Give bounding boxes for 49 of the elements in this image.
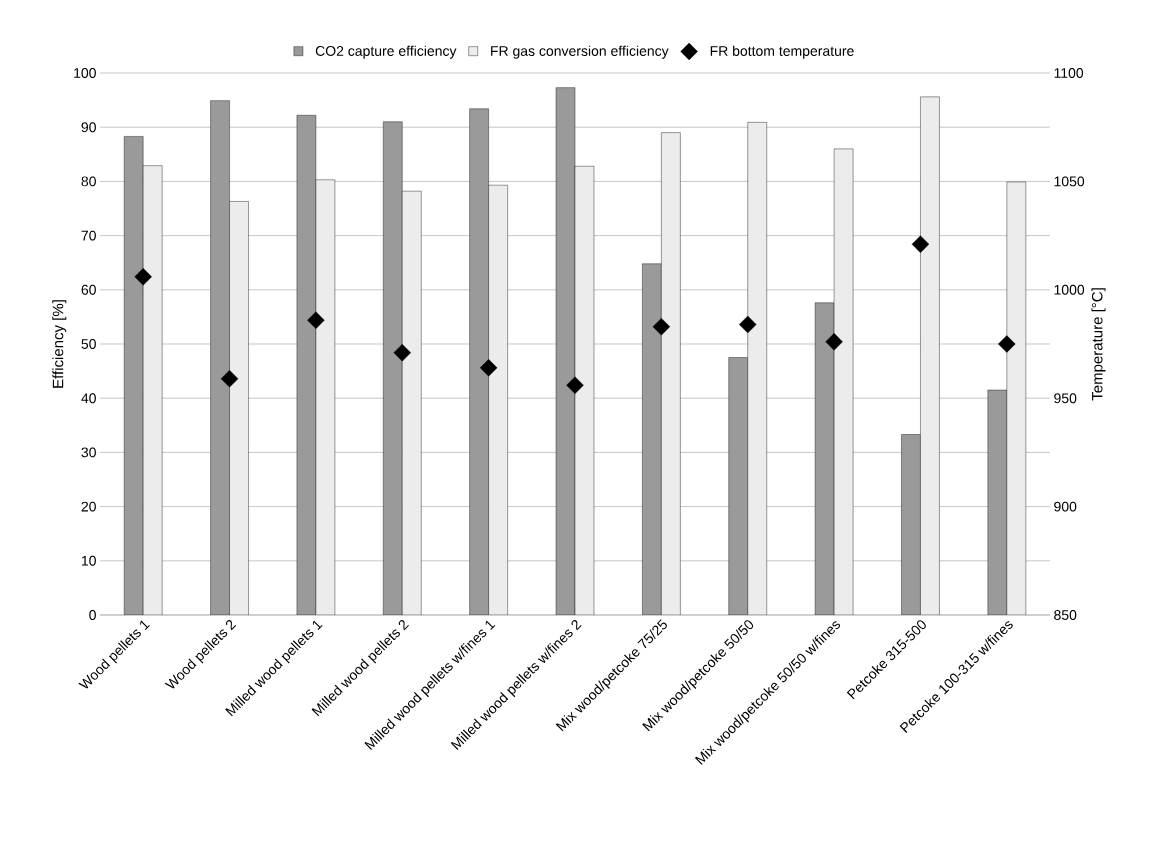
bar bbox=[661, 132, 681, 615]
y-tick-label: 80 bbox=[81, 176, 96, 187]
bar bbox=[728, 357, 748, 615]
point bbox=[911, 235, 930, 253]
point bbox=[220, 370, 239, 388]
y-tick-label: 100 bbox=[74, 68, 96, 78]
y2-tick-label: 1000 bbox=[1054, 284, 1085, 295]
bar bbox=[747, 122, 767, 615]
bar bbox=[1006, 181, 1027, 615]
point bbox=[739, 315, 757, 334]
y-tick-label: 20 bbox=[81, 501, 96, 512]
point bbox=[998, 335, 1016, 353]
legend-label: FR bottom temperature bbox=[710, 45, 854, 59]
y-tick-label: 70 bbox=[81, 230, 96, 241]
legend-label: FR gas conversion efficiency bbox=[491, 45, 669, 59]
bar bbox=[488, 184, 508, 615]
y-tick-label: 0 bbox=[89, 610, 96, 620]
bar bbox=[383, 121, 403, 615]
y-tick-label: 10 bbox=[81, 555, 96, 566]
y-tick-label: 60 bbox=[81, 284, 96, 295]
point bbox=[307, 311, 325, 329]
y2-tick-label: 900 bbox=[1054, 501, 1077, 512]
y-axis-title: Efficiency [%] bbox=[52, 300, 67, 388]
y2-tick-label: 1100 bbox=[1054, 68, 1084, 78]
y2-tick-label: 950 bbox=[1054, 393, 1077, 404]
bar bbox=[123, 136, 144, 615]
point bbox=[479, 359, 498, 377]
legend-label: CO2 capture efficiency bbox=[315, 45, 457, 59]
bar bbox=[402, 190, 422, 615]
point bbox=[566, 376, 584, 394]
y2-tick-label: 1050 bbox=[1054, 176, 1085, 187]
point bbox=[825, 333, 843, 351]
bar bbox=[642, 263, 662, 615]
bar bbox=[901, 434, 921, 615]
point bbox=[393, 343, 411, 362]
bar bbox=[142, 165, 163, 615]
bar bbox=[987, 389, 1008, 615]
y2-axis-title: Temperature [°C] bbox=[1091, 288, 1106, 401]
y-tick-label: 90 bbox=[81, 122, 96, 133]
bar bbox=[229, 201, 249, 615]
point bbox=[134, 268, 152, 286]
point bbox=[652, 317, 671, 336]
bar bbox=[469, 108, 489, 615]
bar bbox=[210, 100, 230, 615]
y2-tick-label: 850 bbox=[1054, 610, 1077, 620]
bar bbox=[920, 96, 940, 615]
y-tick-label: 40 bbox=[81, 393, 96, 404]
y-tick-label: 30 bbox=[81, 447, 96, 458]
y-tick-label: 50 bbox=[81, 339, 96, 349]
